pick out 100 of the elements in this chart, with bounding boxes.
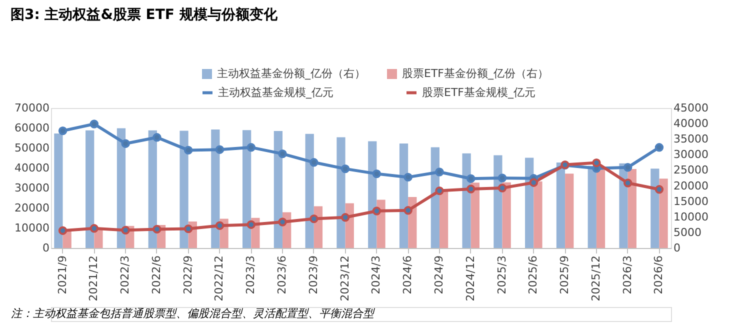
x-tick-label: 2023/3 — [244, 256, 258, 294]
point — [246, 220, 256, 229]
y2-tick-label: 25000 — [674, 164, 708, 177]
x-tick-label: 2024/3 — [370, 256, 383, 294]
point — [278, 149, 287, 158]
bar — [148, 130, 157, 248]
bar — [628, 168, 636, 248]
y2-tick-label: 40000 — [674, 117, 708, 130]
bar — [211, 129, 220, 248]
point — [310, 158, 318, 167]
bar — [116, 128, 126, 248]
x-tick-label: 2023/12 — [338, 256, 352, 302]
x-tick-label: 2023/6 — [276, 256, 289, 294]
point — [278, 218, 287, 226]
y2-tick-label: 5000 — [674, 226, 702, 239]
bar — [502, 182, 511, 248]
point — [435, 168, 444, 176]
y2-tick-label: 35000 — [674, 132, 708, 146]
point — [246, 143, 256, 152]
x-tick-label: 2026/3 — [620, 256, 634, 294]
y-tick-label: 40000 — [14, 162, 50, 174]
bar — [534, 181, 542, 248]
point — [654, 143, 664, 152]
text: 注：主动权益基金包括普通股票型、偏股混合型、灵活配置型、平衡混合型 — [11, 307, 376, 320]
x-tick-label: 2025/3 — [495, 256, 508, 294]
y-tick-label: 60000 — [14, 122, 50, 134]
x-tick-label: 2021/12 — [87, 256, 100, 302]
x-tick-label: 2022/6 — [150, 256, 163, 294]
legend-label: 股票ETF基金份额_亿份（右） — [402, 67, 548, 80]
point — [152, 133, 162, 142]
bar — [565, 174, 574, 248]
point — [404, 206, 412, 215]
x-tick-label: 2025/12 — [589, 256, 602, 302]
point — [623, 178, 632, 188]
point — [58, 226, 68, 235]
y2-tick-label: 45000 — [674, 102, 708, 114]
point — [340, 213, 350, 222]
point — [90, 224, 99, 233]
y2-tick-label: 15000 — [674, 194, 708, 208]
x-tick-label: 2024/6 — [401, 256, 414, 294]
y2-tick-label: 0 — [674, 242, 680, 254]
y2-tick-label: 30000 — [674, 148, 708, 162]
point — [498, 174, 507, 182]
point — [435, 186, 444, 196]
point — [404, 172, 412, 182]
y-tick-label: 10000 — [14, 222, 50, 234]
point — [340, 164, 350, 174]
bar — [242, 130, 252, 248]
x-tick-label: 2024/9 — [432, 256, 446, 294]
x-tick-label: 2022/3 — [118, 256, 132, 294]
y2-tick-label: 20000 — [674, 179, 708, 192]
point — [184, 224, 193, 234]
point — [58, 126, 68, 136]
x-tick-label: 2022/12 — [212, 256, 226, 302]
point — [498, 184, 507, 192]
bar — [439, 190, 448, 248]
bar — [180, 130, 188, 248]
legend-label: 主动权益基金份额_亿份（右） — [217, 67, 366, 80]
x-tick-label: 2026/6 — [652, 256, 666, 294]
bar — [470, 182, 480, 248]
bar — [336, 137, 346, 248]
x-tick-label: 2021/9 — [56, 256, 69, 294]
bar — [588, 166, 596, 248]
x-tick-label: 2025/6 — [526, 256, 540, 294]
y-tick-label: 50000 — [14, 142, 50, 154]
point — [372, 169, 382, 178]
legend-label: 股票ETF基金规模_亿元 — [422, 86, 536, 99]
x-tick-label: 2023/9 — [306, 256, 320, 294]
y2-tick-label: 10000 — [674, 210, 708, 224]
point — [529, 178, 538, 187]
bar — [596, 168, 606, 248]
point — [215, 221, 224, 230]
point — [466, 174, 476, 183]
x-tick-label: 2025/9 — [558, 256, 572, 294]
point — [121, 226, 130, 235]
point — [152, 224, 162, 234]
bar — [650, 168, 660, 248]
bar — [659, 178, 668, 248]
point — [184, 146, 193, 155]
point — [310, 214, 318, 224]
y-tick-label: 20000 — [14, 202, 50, 214]
point — [466, 184, 476, 194]
bar — [274, 131, 283, 248]
point — [592, 158, 601, 168]
y-tick-label: 70000 — [14, 102, 50, 114]
point — [90, 120, 99, 128]
bar — [86, 130, 94, 248]
point — [654, 185, 664, 194]
point — [215, 145, 224, 154]
legend-label: 主动权益基金规模_亿元 — [218, 86, 334, 99]
x-tick-label: 2024/12 — [464, 256, 477, 302]
y-tick-label: 30000 — [14, 182, 50, 194]
point — [623, 163, 632, 172]
point — [372, 206, 382, 216]
x-tick-label: 2022/9 — [181, 256, 194, 294]
point — [121, 139, 130, 148]
bar — [54, 134, 63, 248]
bar — [556, 162, 566, 248]
bar — [305, 134, 314, 248]
chart-title: 图3: 主动权益&股票 ETF 规模与份额变化 — [10, 6, 278, 23]
